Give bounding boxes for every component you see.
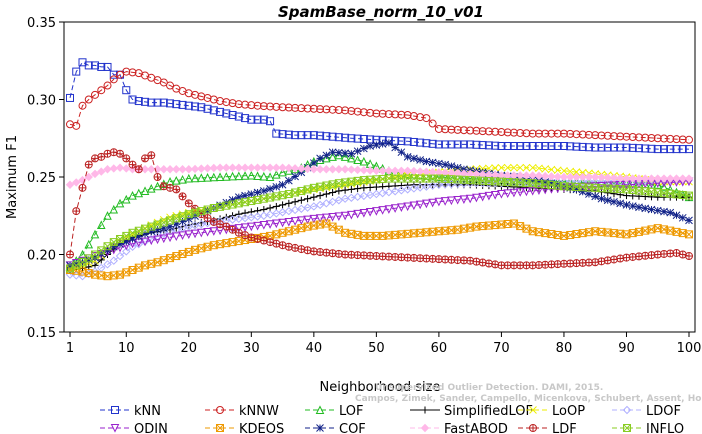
- legend-entry-odin: ODIN: [100, 422, 168, 434]
- series-markers-knn: [66, 58, 693, 154]
- legend-label: kNNW: [239, 404, 279, 419]
- legend-label: COF: [339, 422, 366, 434]
- x-tick-label: 1: [66, 341, 74, 356]
- y-tick-label: 0.30: [27, 94, 56, 109]
- legend-entry-knnw: kNNW: [205, 404, 279, 419]
- legend-label: INFLO: [646, 422, 684, 434]
- legend-entry-simplifiedlof: SimplifiedLOF: [410, 404, 533, 419]
- x-tick-label: 50: [368, 341, 385, 356]
- legend-entry-cof: COF: [305, 422, 366, 434]
- legend-label: LoOP: [552, 404, 585, 419]
- series-markers-fastabod: [65, 163, 694, 189]
- x-tick-label: 40: [306, 341, 323, 356]
- y-tick-label: 0.15: [27, 326, 56, 341]
- x-tick-label: 60: [431, 341, 448, 356]
- series-ldf: [66, 148, 693, 270]
- legend-label: FastABOD: [444, 422, 508, 434]
- series-fastabod: [65, 163, 694, 189]
- series-inflo: [66, 174, 693, 273]
- series-line-ldof: [69, 179, 689, 277]
- axes-layer: 1 10 20 30 40 50 60 70 80 90 100 0.15 0.20 0.25 0.30 0.…: [27, 16, 701, 356]
- series-knnw: [66, 67, 693, 144]
- legend-entry-loop: LoOP: [518, 404, 585, 419]
- x-tick-label: 70: [493, 341, 510, 356]
- legend-entry-fastabod: FastABOD: [410, 422, 508, 434]
- legend-entry-kdeos: KDEOS: [205, 422, 284, 434]
- legend-label: LDOF: [646, 404, 681, 419]
- legend: kNN kNNW LOF SimplifiedLOF LoOP LDOF ODIN KDEOS…: [100, 404, 684, 434]
- legend-entry-lof: LOF: [305, 404, 364, 419]
- legend-entry-inflo: INFLO: [612, 422, 684, 434]
- legend-entry-knn: kNN: [100, 404, 161, 419]
- x-tick-label: 10: [118, 341, 135, 356]
- chart-title: SpamBase_norm_10_v01: [278, 3, 484, 21]
- x-tick-label: 90: [618, 341, 635, 356]
- series-knn: [66, 58, 693, 154]
- legend-label: LOF: [339, 404, 364, 419]
- legend-label: LDF: [552, 422, 577, 434]
- x-tick-label: 80: [556, 341, 573, 356]
- y-tick-label: 0.20: [27, 249, 56, 264]
- y-axis-label: Maximum F1: [5, 135, 20, 219]
- x-tick-label: 100: [677, 341, 702, 356]
- x-tick-label: 20: [181, 341, 198, 356]
- series-markers-ldf: [66, 148, 693, 270]
- legend-entry-ldof: LDOF: [612, 404, 681, 419]
- series-markers-inflo: [66, 174, 693, 273]
- series-layer: [65, 58, 694, 281]
- series-cof: [66, 139, 693, 270]
- x-axis-label: Neighborhood size: [320, 380, 441, 395]
- series-line-odin: [69, 181, 690, 266]
- series-markers-knnw: [66, 67, 693, 144]
- series-line-cof: [69, 142, 690, 266]
- y-tick-label: 0.35: [27, 16, 56, 31]
- legend-label: kNN: [134, 404, 161, 419]
- x-tick-label: 30: [243, 341, 260, 356]
- legend-entry-ldf: LDF: [518, 422, 577, 434]
- y-tick-label: 0.25: [27, 171, 56, 186]
- watermark-citation-line1: Unsupervised Outlier Detection. DAMI, 20…: [375, 383, 604, 393]
- series-line-knn: [69, 61, 689, 150]
- legend-label: SimplifiedLOF: [444, 404, 533, 419]
- legend-label: KDEOS: [239, 422, 284, 434]
- legend-label: ODIN: [134, 422, 168, 434]
- watermark-citation-line2: Campos, Zimek, Sander, Campello, Micenko…: [355, 394, 702, 404]
- series-markers-cof: [66, 139, 693, 270]
